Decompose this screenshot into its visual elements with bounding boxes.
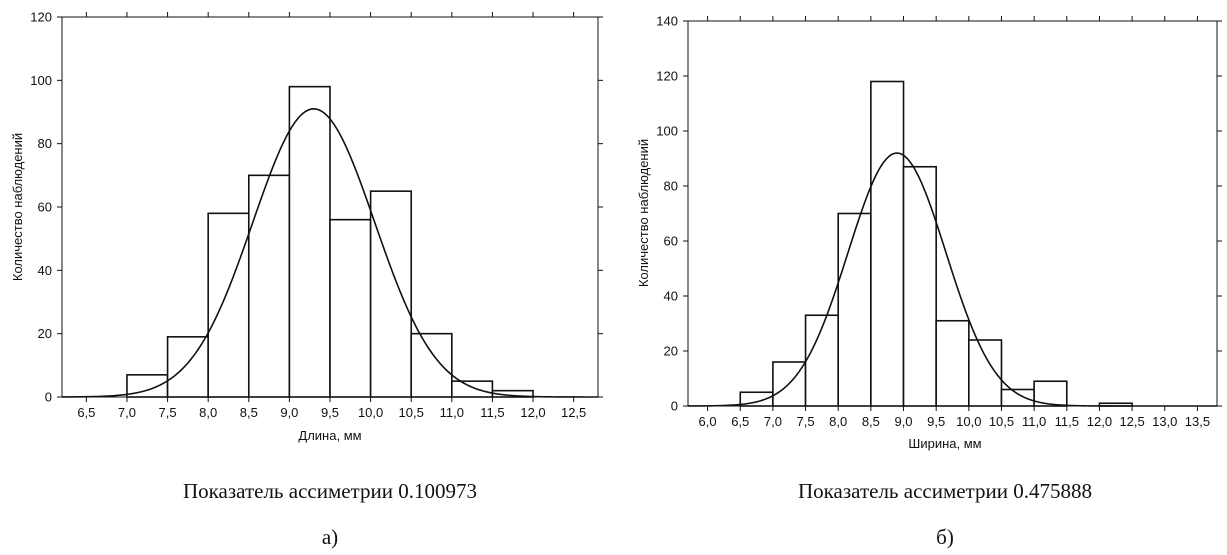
y-tick-label: 120: [30, 10, 52, 25]
histogram-width: 6,0 6,5 7,0 7,5 8,0 8,5 9,0 9,5 10,0 10,5 11,0 11,5…: [636, 14, 1222, 549]
histogram-bar: [247, 174, 291, 398]
x-tick-label: 11,0: [440, 405, 464, 420]
y-tick-label: 60: [664, 234, 678, 249]
x-tick-label: 10,5: [399, 405, 424, 420]
y-axis-label: Количество наблюдений: [636, 139, 651, 287]
histogram-bar: [968, 339, 1003, 407]
histogram-bar: [451, 380, 494, 398]
y-ticks: 0 20 40 60 80 100 120 140: [656, 14, 1222, 414]
x-tick-label: 10,0: [956, 414, 981, 429]
x-ticks: 6,0 6,5 7,0 7,5 8,0 8,5 9,0 9,5 10,0 10,5 11,0 11,5…: [699, 16, 1210, 429]
x-tick-label: 8,5: [240, 405, 258, 420]
x-tick-label: 11,5: [1055, 414, 1079, 429]
histogram-bar: [410, 332, 453, 398]
y-tick-label: 0: [671, 399, 678, 414]
x-tick-label: 7,0: [118, 405, 136, 420]
x-tick-label: 12,5: [561, 405, 586, 420]
normal-curve: [687, 152, 1217, 407]
x-tick-label: 6,0: [699, 414, 717, 429]
y-tick-label: 20: [38, 326, 52, 341]
histogram-bar: [369, 190, 413, 398]
histogram-bar: [935, 319, 970, 407]
histogram-bar: [902, 165, 937, 407]
x-tick-label: 7,5: [797, 414, 815, 429]
x-axis-label: Длина, мм: [298, 428, 361, 443]
x-ticks: 6,5 7,0 7,5 8,0 8,5 9,0 9,5 10,0 10,5 11,0 11,5 12,…: [77, 12, 586, 420]
x-tick-label: 8,0: [829, 414, 847, 429]
histogram-bar: [329, 218, 372, 398]
bars: [126, 85, 534, 398]
histogram-bar: [207, 212, 250, 398]
normal-curve: [61, 108, 598, 398]
histogram-length: 6,5 7,0 7,5 8,0 8,5 9,0 9,5 10,0 10,5 11,0 11,5 12,…: [10, 10, 603, 549]
x-tick-label: 9,5: [321, 405, 339, 420]
histogram-bar: [288, 85, 331, 398]
y-tick-label: 60: [38, 200, 52, 215]
y-tick-label: 40: [38, 263, 52, 278]
y-tick-label: 0: [45, 390, 52, 405]
y-tick-label: 100: [30, 73, 52, 88]
y-axis-label: Количество наблюдений: [10, 133, 25, 281]
x-tick-label: 11,0: [1022, 414, 1046, 429]
x-tick-label: 7,0: [764, 414, 782, 429]
histogram-bar: [166, 336, 209, 398]
x-tick-label: 8,0: [199, 405, 217, 420]
x-tick-label: 6,5: [77, 405, 95, 420]
skewness-caption: Показатель ассиметрии 0.475888: [798, 479, 1092, 503]
histogram-bar: [1000, 388, 1035, 407]
y-tick-label: 40: [664, 289, 678, 304]
x-tick-label: 11,5: [480, 405, 504, 420]
x-axis-label: Ширина, мм: [908, 436, 981, 451]
y-tick-label: 140: [656, 14, 678, 29]
x-tick-label: 13,5: [1185, 414, 1210, 429]
x-tick-label: 7,5: [159, 405, 177, 420]
x-tick-label: 6,5: [731, 414, 749, 429]
x-tick-label: 10,5: [989, 414, 1014, 429]
y-tick-label: 80: [38, 136, 52, 151]
panel-label: а): [322, 525, 338, 549]
x-tick-label: 12,0: [1087, 414, 1112, 429]
bars: [739, 80, 1133, 407]
skewness-caption: Показатель ассиметрии 0.100973: [183, 479, 477, 503]
x-tick-label: 9,0: [894, 414, 912, 429]
x-tick-label: 13,0: [1152, 414, 1177, 429]
y-tick-label: 120: [656, 69, 678, 84]
x-tick-label: 9,5: [927, 414, 945, 429]
y-tick-label: 20: [664, 344, 678, 359]
y-ticks: 0 20 40 60 80 100 120: [30, 10, 603, 405]
y-tick-label: 80: [664, 179, 678, 194]
histogram-bar: [870, 80, 905, 407]
x-tick-label: 12,5: [1119, 414, 1144, 429]
x-tick-label: 12,0: [520, 405, 545, 420]
x-tick-label: 10,0: [358, 405, 383, 420]
x-tick-label: 9,0: [280, 405, 298, 420]
panel-label: б): [936, 525, 954, 549]
y-tick-label: 100: [656, 124, 678, 139]
histogram-bar: [837, 212, 872, 407]
x-tick-label: 8,5: [862, 414, 880, 429]
